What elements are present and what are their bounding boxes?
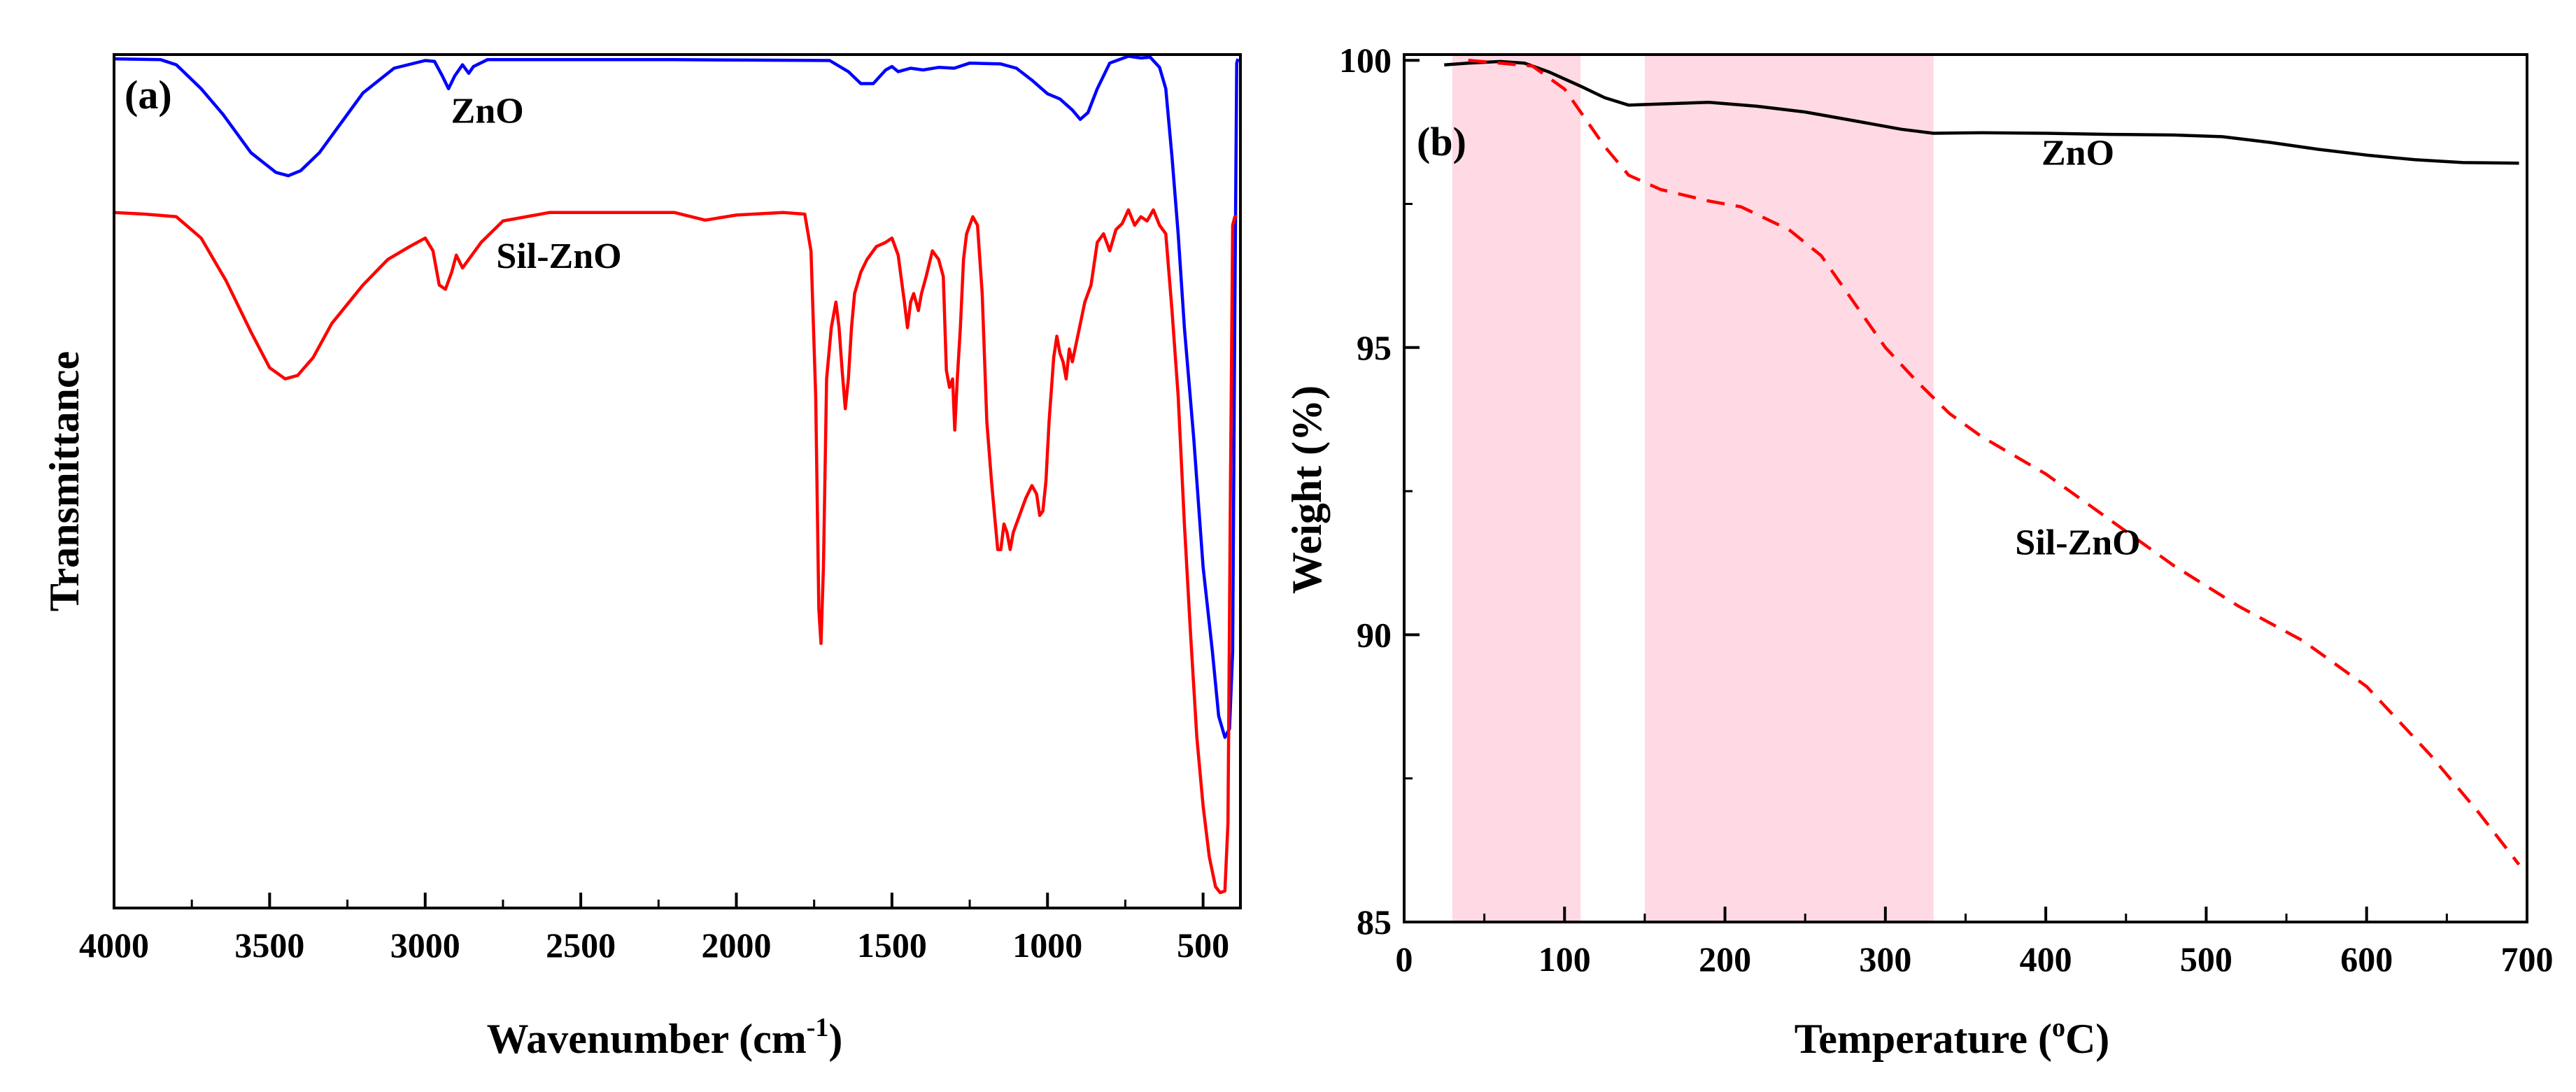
- tga-y-axis-title: Weight (%): [1284, 385, 1330, 594]
- series-label-zno: ZnO: [2041, 134, 2114, 173]
- ftir-panel: 4000 3500 3000 2500 2000 1500 1000 500 (a) ZnO S…: [41, 53, 1242, 1062]
- panel-label-a: (a): [125, 72, 172, 118]
- tga-panel: 0 100 200 300 400 500 600 700 85 90 95 100 (b) ZnO S…: [1284, 41, 2554, 1062]
- x-tick-label: 2000: [702, 926, 772, 965]
- series-label-sil-zno: Sil-ZnO: [496, 236, 621, 276]
- series-line-sil-zno: [113, 208, 1238, 895]
- x-tick-label: 100: [1538, 939, 1591, 979]
- ftir-y-axis-title: Transmittance: [41, 351, 87, 611]
- y-tick-label: 90: [1357, 615, 1392, 654]
- y-tick-label: 100: [1339, 41, 1392, 80]
- x-tick-label: 1000: [1012, 926, 1082, 965]
- series-label-zno: ZnO: [451, 92, 524, 132]
- x-tick-label: 0: [1396, 939, 1413, 979]
- x-tick-label: 300: [1859, 939, 1911, 979]
- x-tick-label: 600: [2340, 939, 2393, 979]
- ftir-x-axis-title: Wavenumber (cm-1): [487, 1013, 843, 1062]
- panel-label-b: (b): [1417, 119, 1466, 164]
- series-label-sil-zno: Sil-ZnO: [2015, 523, 2140, 562]
- x-tick-label: 2500: [546, 926, 616, 965]
- ftir-plot-frame: [113, 53, 1242, 909]
- x-tick-label: 1500: [857, 926, 927, 965]
- series-line-zno: [1444, 59, 2519, 165]
- x-tick-label: 400: [2020, 939, 2072, 979]
- shaded-region-1: [1452, 55, 1581, 922]
- series-line-sil-zno: [1468, 58, 2521, 866]
- tga-x-axis-title: Temperature (oC): [1795, 1013, 2110, 1062]
- x-tick-label: 500: [2180, 939, 2232, 979]
- x-tick-label: 200: [1699, 939, 1751, 979]
- y-tick-label: 85: [1357, 902, 1392, 942]
- x-tick-label: 4000: [79, 926, 149, 965]
- shaded-region-2: [1644, 55, 1934, 922]
- x-tick-label: 700: [2501, 939, 2554, 979]
- y-tick-label: 95: [1357, 328, 1392, 367]
- series-line-zno: [113, 55, 1240, 739]
- x-tick-label: 500: [1177, 926, 1229, 965]
- x-tick-label: 3500: [234, 926, 304, 965]
- x-tick-label: 3000: [390, 926, 460, 965]
